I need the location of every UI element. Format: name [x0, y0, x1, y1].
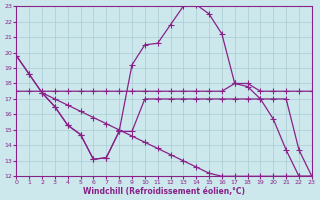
X-axis label: Windchill (Refroidissement éolien,°C): Windchill (Refroidissement éolien,°C) [83, 187, 245, 196]
